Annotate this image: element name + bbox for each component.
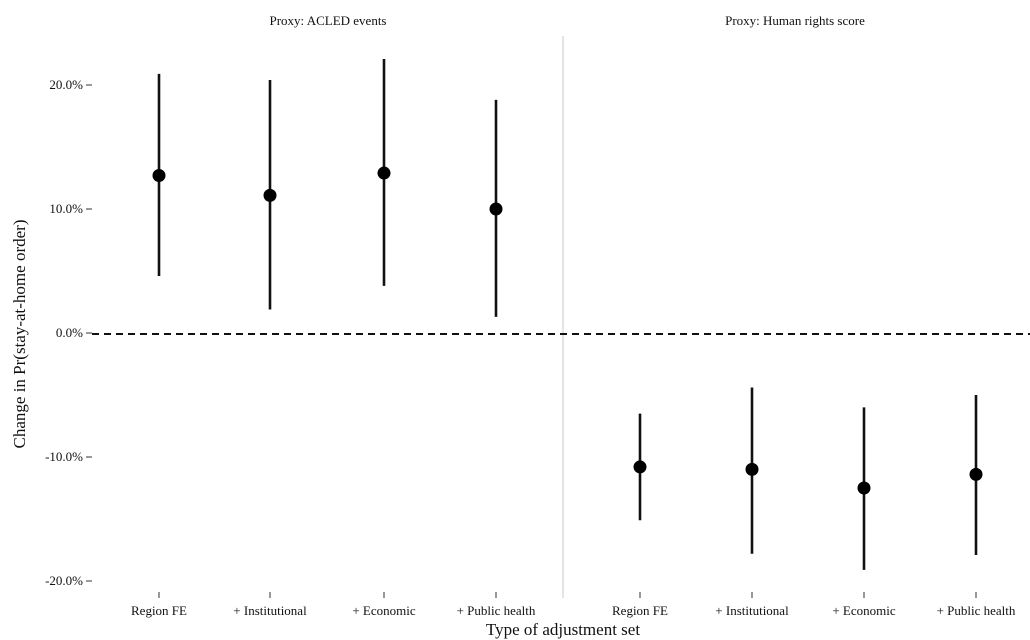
point-estimate — [490, 203, 503, 216]
x-axis-title: Type of adjustment set — [486, 620, 640, 639]
point-estimate — [858, 482, 871, 495]
x-tick-label: Region FE — [131, 603, 187, 618]
y-axis: 20.0% 10.0% 0.0% -10.0% -20.0% — [45, 77, 92, 588]
point-estimate — [153, 169, 166, 182]
point-estimate — [970, 468, 983, 481]
x-tick-label: + Public health — [937, 603, 1016, 618]
y-tick-label: 0.0% — [56, 325, 83, 340]
x-tick-label: + Institutional — [233, 603, 307, 618]
y-tick-label: 20.0% — [49, 77, 83, 92]
point-estimate — [634, 460, 647, 473]
x-tick-label: + Economic — [352, 603, 416, 618]
x-tick-label: Region FE — [612, 603, 668, 618]
point-estimate — [378, 167, 391, 180]
panel-title-right: Proxy: Human rights score — [725, 13, 865, 28]
x-tick-label: + Economic — [832, 603, 896, 618]
x-axis: Region FE + Institutional + Economic + Publ… — [131, 592, 1016, 618]
point-ranges — [153, 59, 983, 570]
x-tick-label: + Public health — [457, 603, 536, 618]
panel-title-left: Proxy: ACLED events — [270, 13, 387, 28]
point-estimate — [264, 189, 277, 202]
y-tick-label: 10.0% — [49, 201, 83, 216]
x-tick-label: + Institutional — [715, 603, 789, 618]
y-axis-title: Change in Pr(stay-at-home order) — [10, 220, 29, 449]
y-tick-label: -20.0% — [45, 573, 83, 588]
y-tick-label: -10.0% — [45, 449, 83, 464]
point-estimate — [746, 463, 759, 476]
